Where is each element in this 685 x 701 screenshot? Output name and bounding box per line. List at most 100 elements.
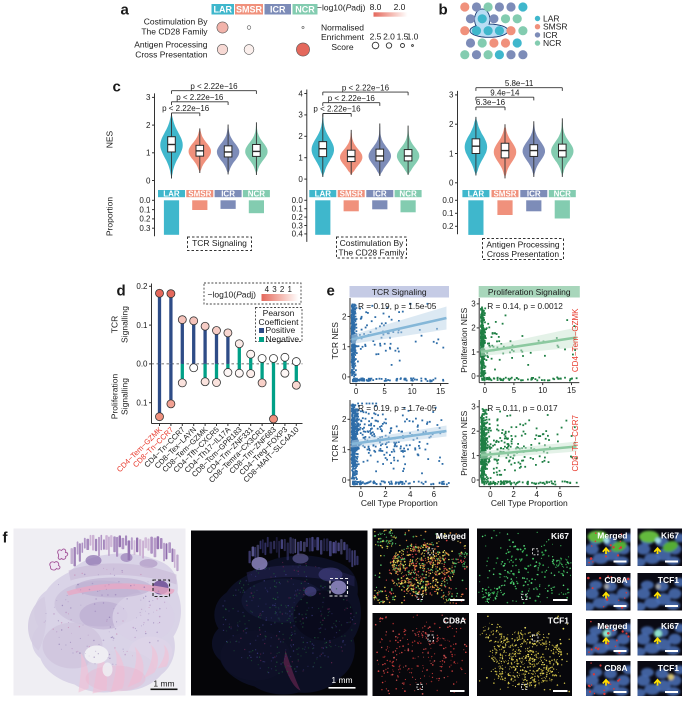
svg-text:NES: NES [105,130,115,148]
svg-text:0: 0 [342,476,347,485]
svg-text:Proliferation: Proliferation [110,374,120,420]
svg-text:R = 0.14, p = 0.0012: R = 0.14, p = 0.0012 [487,301,563,311]
svg-text:1: 1 [146,149,151,158]
svg-text:R = 0.19, p = 1.7e-05: R = 0.19, p = 1.7e-05 [358,403,437,413]
svg-text:p < 2.22e−16: p < 2.22e−16 [190,82,238,91]
svg-text:0: 0 [146,176,151,185]
svg-text:Antigen Processing: Antigen Processing [134,40,208,50]
svg-text:0: 0 [354,387,359,396]
svg-text:p < 2.22e−16: p < 2.22e−16 [328,94,376,103]
svg-text:p < 2.22e−16: p < 2.22e−16 [176,93,224,102]
svg-text:5.8e−11: 5.8e−11 [505,79,534,88]
svg-text:b: b [439,2,448,19]
svg-text:0.1: 0.1 [139,205,151,214]
svg-text:Proliferation Signaling: Proliferation Signaling [488,287,571,297]
svg-text:The CD28 Family: The CD28 Family [141,27,208,37]
svg-text:0: 0 [342,373,347,382]
svg-text:15: 15 [567,386,576,395]
svg-text:4: 4 [298,89,303,98]
svg-text:0.4: 0.4 [292,230,304,239]
svg-text:3: 3 [146,93,151,102]
svg-text:2.0: 2.0 [394,2,406,12]
svg-text:0.2: 0.2 [139,215,151,224]
svg-text:2: 2 [471,427,476,436]
svg-text:e: e [327,283,335,300]
svg-text:0.2: 0.2 [442,222,454,231]
svg-text:p < 2.22e−16: p < 2.22e−16 [342,83,390,92]
svg-text:SMSR: SMSR [340,189,363,198]
svg-text:0.0: 0.0 [442,196,454,205]
svg-text:TCR NES: TCR NES [330,322,340,360]
svg-text:Signalling: Signalling [120,306,130,343]
svg-text:Proportion: Proportion [105,197,115,236]
svg-text:Signalling: Signalling [120,378,130,415]
svg-text:0.1: 0.1 [136,321,148,330]
svg-text:p < 2.22e−16: p < 2.22e−16 [162,104,210,113]
svg-text:Score: Score [331,42,353,52]
svg-text:a: a [121,2,130,19]
svg-text:3: 3 [272,285,277,294]
svg-text:p < 2.22e−16: p < 2.22e−16 [313,105,361,114]
svg-text:c: c [113,79,121,96]
svg-text:3: 3 [298,111,303,120]
svg-text:R = 0.11, p = 0.017: R = 0.11, p = 0.017 [487,403,558,413]
svg-text:CD8−Tn−CCR7: CD8−Tn−CCR7 [571,415,580,472]
svg-text:Normalised: Normalised [321,23,364,33]
svg-text:1: 1 [342,445,347,454]
svg-text:0.2: 0.2 [136,282,148,291]
svg-text:1: 1 [449,149,454,158]
svg-text:1: 1 [342,343,347,352]
svg-text:5: 5 [382,387,387,396]
svg-text:3: 3 [471,300,476,309]
svg-text:NCR: NCR [248,189,266,198]
svg-text:9.4e−14: 9.4e−14 [490,88,520,97]
svg-text:2: 2 [449,120,454,129]
svg-text:NCR: NCR [554,189,572,198]
svg-text:5: 5 [512,386,517,395]
svg-text:10: 10 [538,386,547,395]
svg-text:0: 0 [483,386,488,395]
svg-text:4: 4 [265,285,270,294]
svg-text:Costimulation By: Costimulation By [340,238,405,248]
svg-text:2: 2 [342,312,347,321]
svg-text:1: 1 [471,451,476,460]
svg-text:ICR: ICR [270,5,286,15]
svg-text:TCR: TCR [110,316,120,333]
svg-text:1 mm: 1 mm [153,679,174,689]
svg-text:1: 1 [287,285,292,294]
svg-text:SMSR: SMSR [493,189,516,198]
svg-text:Antigen Processing: Antigen Processing [486,240,560,250]
svg-text:SMSR: SMSR [236,5,263,15]
svg-text:0.1: 0.1 [136,399,148,408]
svg-text:TCR Signaling: TCR Signaling [192,238,247,248]
svg-text:0.0: 0.0 [139,196,151,205]
svg-text:0: 0 [449,179,454,188]
svg-text:Proliferation NES: Proliferation NES [459,307,469,373]
svg-text:CD4−Tem−GZMK: CD4−Tem−GZMK [571,308,580,372]
svg-text:2: 2 [342,415,347,424]
svg-text:TCR Signaling: TCR Signaling [372,287,427,297]
svg-text:Negative: Negative [266,334,300,344]
svg-text:10: 10 [408,387,417,396]
svg-text:ICR: ICR [373,189,387,198]
svg-text:2: 2 [298,132,303,141]
svg-text:0.0: 0.0 [136,360,148,369]
svg-text:1: 1 [298,154,303,163]
svg-text:Cell Type Proportion: Cell Type Proportion [361,498,438,508]
svg-text:1 mm: 1 mm [331,675,352,685]
svg-text:Costimulation By: Costimulation By [144,17,209,27]
svg-text:0: 0 [471,372,476,381]
svg-text:ICR: ICR [527,189,541,198]
svg-text:f: f [3,530,9,547]
svg-text:15: 15 [436,387,445,396]
svg-text:−log10(Padj): −log10(Padj) [317,3,366,13]
svg-text:LAR: LAR [315,189,332,198]
svg-text:LAR: LAR [214,5,233,15]
svg-text:TCR NES: TCR NES [330,424,340,462]
svg-text:3: 3 [449,91,454,100]
svg-text:LAR: LAR [468,189,485,198]
svg-text:Cross Presentation: Cross Presentation [135,50,208,60]
svg-text:0: 0 [298,175,303,184]
svg-text:2: 2 [146,121,151,130]
svg-text:0: 0 [471,476,476,485]
